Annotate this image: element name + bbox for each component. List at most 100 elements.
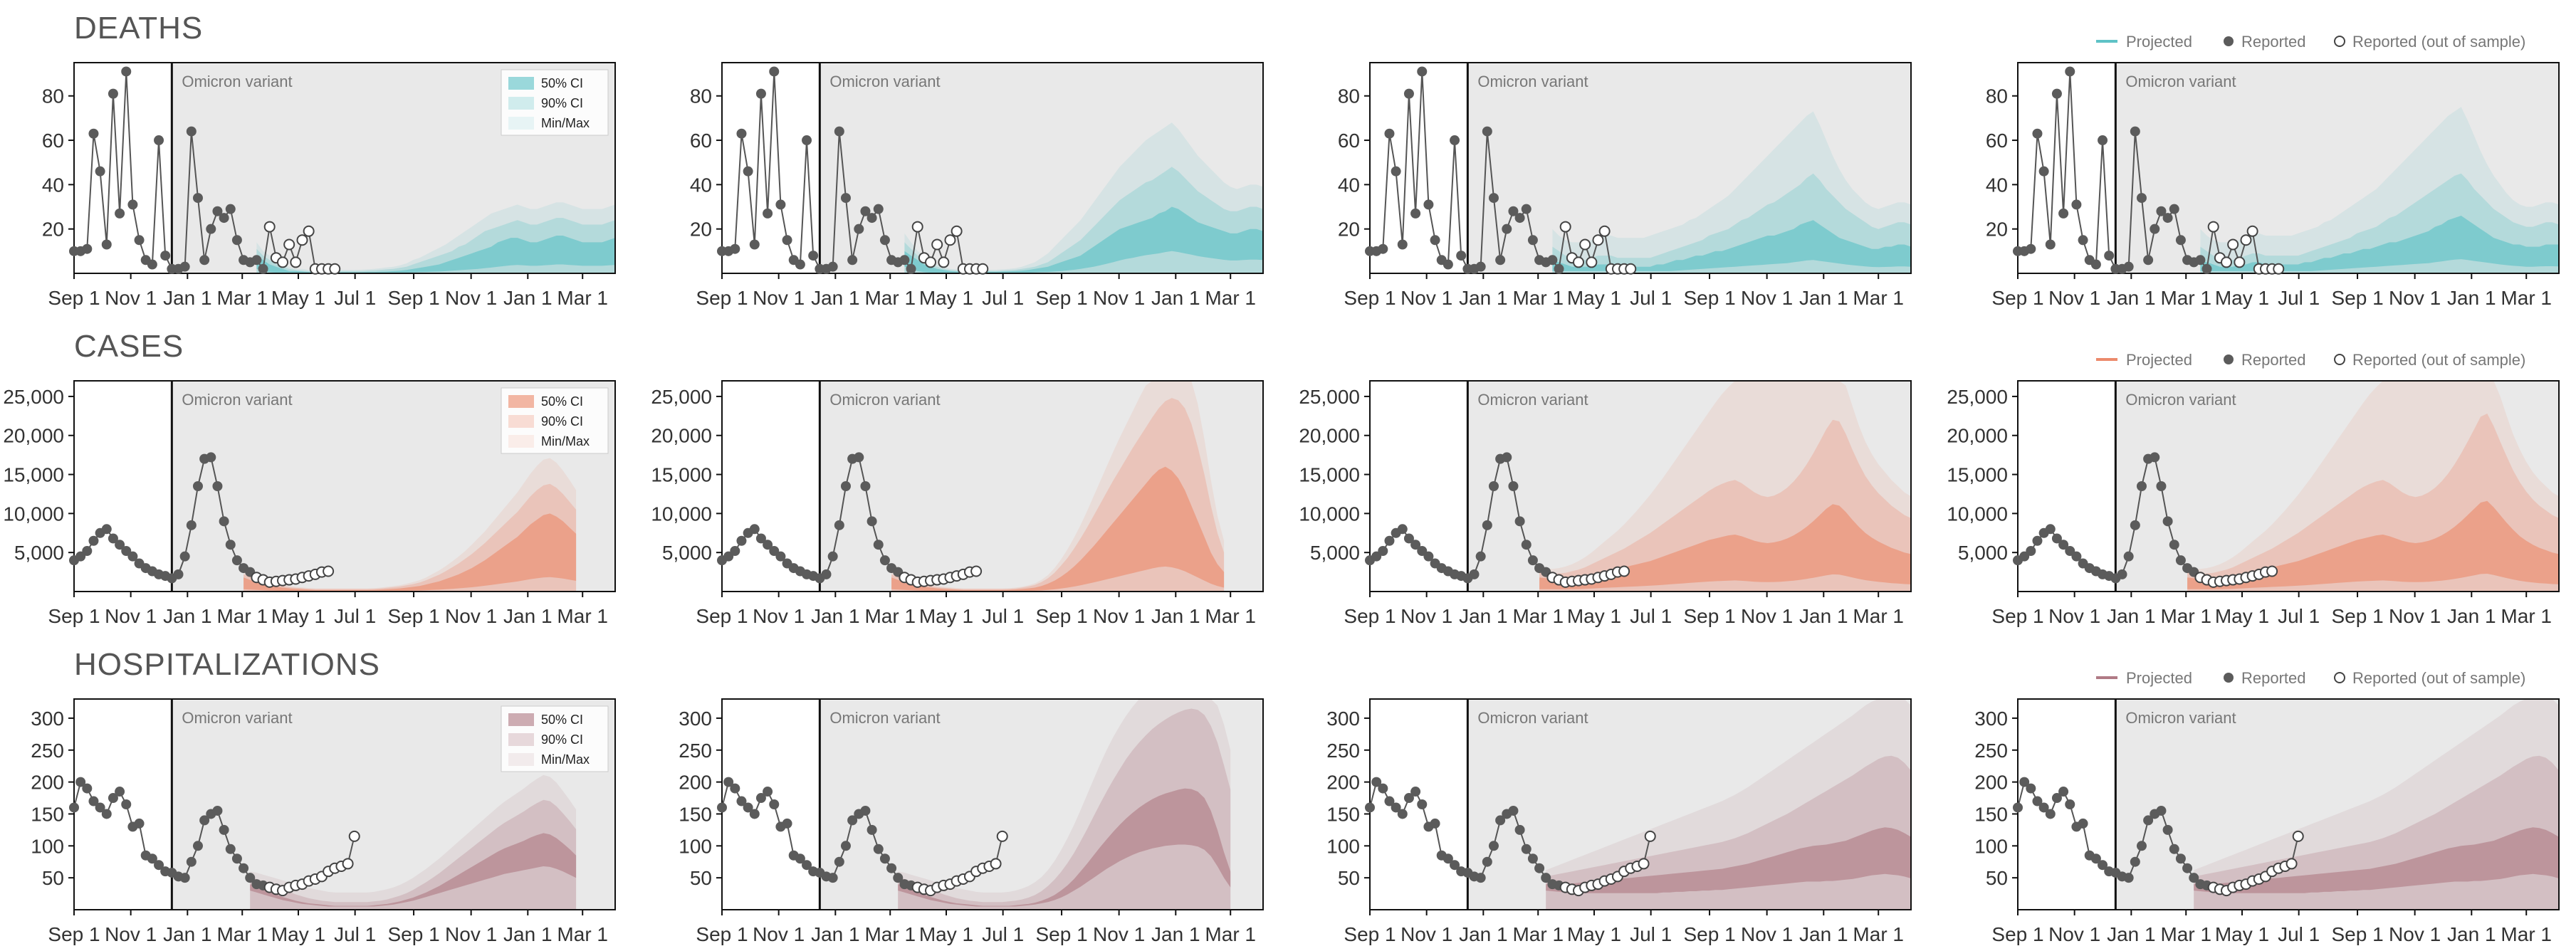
omicron-label: Omicron variant bbox=[1477, 391, 1588, 409]
reported-point bbox=[1450, 860, 1460, 871]
legend-reported-label: Reported bbox=[2241, 669, 2306, 687]
ci-legend-swatch bbox=[508, 753, 534, 766]
x-tick-label: Jul 1 bbox=[2278, 287, 2320, 309]
x-tick-label: May 1 bbox=[1567, 923, 1621, 945]
reported-point bbox=[2189, 873, 2199, 883]
section-title-hospitalizations: HOSPITALIZATIONS bbox=[74, 647, 380, 682]
reported-point bbox=[2169, 204, 2179, 214]
reported-point bbox=[1371, 551, 1382, 562]
legend-reported-oos-label: Reported (out of sample) bbox=[2352, 33, 2525, 51]
reported-oos-point bbox=[283, 238, 295, 251]
y-tick-label: 20 bbox=[690, 219, 712, 241]
reported-point bbox=[2162, 824, 2173, 835]
reported-point bbox=[1384, 128, 1395, 139]
reported-point bbox=[212, 206, 223, 216]
x-tick-label: May 1 bbox=[919, 605, 973, 627]
y-tick-label: 20,000 bbox=[651, 425, 712, 447]
reported-point bbox=[2136, 193, 2147, 204]
x-tick-label: Nov 1 bbox=[753, 605, 805, 627]
reported-point bbox=[88, 128, 99, 139]
x-tick-label: Jul 1 bbox=[334, 923, 376, 945]
ci-legend-label: Min/Max bbox=[541, 434, 590, 448]
band-50ci bbox=[2187, 500, 2559, 589]
projection-bands bbox=[2200, 107, 2559, 273]
ci-legend-swatch bbox=[508, 435, 534, 448]
reported-point bbox=[743, 166, 753, 177]
reported-point bbox=[192, 841, 203, 851]
y-tick-label: 5,000 bbox=[1958, 542, 2008, 564]
y-tick-label: 300 bbox=[679, 708, 712, 730]
x-tick-label: Mar 1 bbox=[216, 605, 268, 627]
reported-point bbox=[808, 251, 819, 261]
x-tick-label: Sep 1 bbox=[1344, 287, 1396, 309]
reported-point bbox=[827, 873, 838, 883]
reported-oos-point bbox=[2246, 225, 2258, 237]
reported-point bbox=[199, 815, 210, 826]
x-tick-label: Mar 1 bbox=[557, 923, 608, 945]
reported-point bbox=[730, 783, 740, 794]
reported-point bbox=[834, 856, 844, 867]
reported-point bbox=[2038, 802, 2049, 813]
reported-point bbox=[2090, 853, 2101, 864]
reported-point bbox=[879, 853, 890, 864]
reported-point bbox=[873, 844, 884, 854]
reported-point bbox=[2130, 856, 2140, 867]
history-region bbox=[1370, 381, 1468, 592]
reported-oos-point bbox=[1638, 858, 1650, 870]
x-tick-label: May 1 bbox=[271, 605, 325, 627]
reported-point bbox=[802, 860, 812, 871]
x-tick-label: Jan 1 bbox=[1799, 287, 1848, 309]
reported-oos-point bbox=[990, 858, 1002, 870]
reported-oos-point bbox=[977, 263, 989, 275]
x-tick-label: Mar 1 bbox=[864, 923, 916, 945]
x-tick-label: Mar 1 bbox=[1853, 923, 1904, 945]
x-tick-label: Jan 1 bbox=[1799, 605, 1848, 627]
reported-point bbox=[147, 853, 157, 864]
reported-point bbox=[179, 261, 190, 272]
history-region bbox=[1370, 63, 1468, 273]
reported-point bbox=[108, 88, 118, 99]
x-tick-label: Nov 1 bbox=[445, 287, 497, 309]
y-tick-label: 200 bbox=[679, 772, 712, 794]
y-tick-label: 80 bbox=[1986, 85, 2008, 107]
x-tick-label: Jul 1 bbox=[2278, 923, 2320, 945]
x-tick-label: Jan 1 bbox=[1151, 923, 1200, 945]
projection-bands bbox=[2187, 381, 2559, 592]
reported-oos-point bbox=[970, 565, 983, 577]
reported-point bbox=[854, 224, 864, 234]
reported-point bbox=[1521, 540, 1532, 550]
x-tick-label: Jan 1 bbox=[2107, 923, 2156, 945]
reported-oos-point bbox=[2234, 256, 2246, 268]
x-tick-label: Jan 1 bbox=[503, 923, 553, 945]
reported-point bbox=[906, 263, 916, 274]
reported-point bbox=[1378, 783, 1388, 794]
reported-point bbox=[2045, 239, 2056, 250]
reported-point bbox=[775, 551, 786, 562]
reported-point bbox=[2162, 213, 2173, 224]
reported-oos-point bbox=[303, 225, 315, 237]
reported-point bbox=[1508, 206, 1519, 216]
band-50ci bbox=[250, 833, 577, 907]
reported-point bbox=[769, 799, 780, 809]
history-region bbox=[2018, 381, 2116, 592]
reported-point bbox=[101, 524, 112, 535]
reported-point bbox=[860, 481, 871, 491]
reported-point bbox=[2123, 261, 2134, 272]
reported-oos-point bbox=[938, 256, 950, 268]
y-tick-label: 40 bbox=[42, 174, 64, 196]
y-tick-label: 100 bbox=[679, 835, 712, 857]
reported-point bbox=[2032, 535, 2043, 546]
x-tick-label: Mar 1 bbox=[2160, 287, 2211, 309]
reported-oos-point bbox=[2292, 830, 2304, 842]
ci-legend-label: Min/Max bbox=[541, 752, 590, 767]
omicron-label: Omicron variant bbox=[829, 709, 940, 727]
reported-oos-point bbox=[2221, 256, 2233, 268]
legend-reported-label: Reported bbox=[2241, 351, 2306, 369]
y-tick-label: 200 bbox=[1326, 772, 1360, 794]
y-tick-label: 300 bbox=[1326, 708, 1360, 730]
y-tick-label: 5,000 bbox=[14, 542, 64, 564]
x-tick-label: Jan 1 bbox=[1459, 287, 1508, 309]
